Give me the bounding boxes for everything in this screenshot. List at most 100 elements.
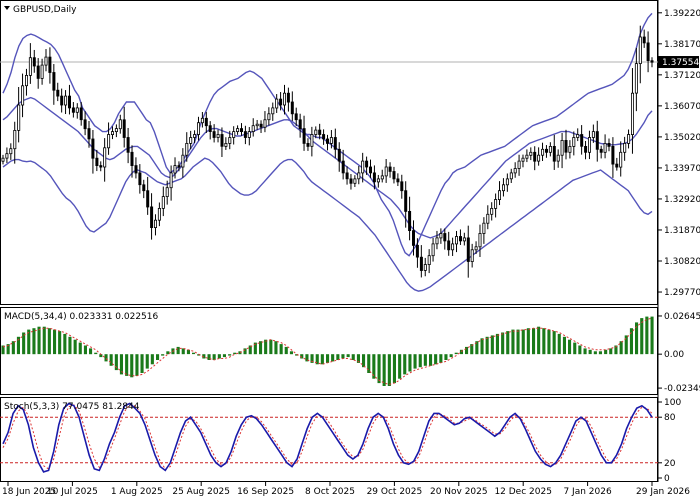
candle — [111, 126, 115, 140]
time-tick-label: 16 Sep 2025 — [237, 487, 294, 497]
price-tick-label: 1.39220 — [664, 9, 700, 19]
candle — [443, 228, 447, 250]
candle-body — [568, 145, 572, 153]
candle — [255, 119, 259, 130]
macd-bar — [284, 346, 288, 355]
candle — [306, 138, 310, 151]
candle — [623, 136, 627, 161]
macd-bar — [305, 354, 309, 362]
candle-body — [517, 160, 521, 169]
candle — [458, 229, 462, 245]
macd-bar — [145, 354, 149, 369]
candle-body — [631, 92, 635, 135]
macd-tick-label: -0.02349 — [664, 384, 700, 394]
macd-bar — [454, 352, 458, 355]
candle — [5, 147, 9, 163]
macd-bar — [47, 328, 51, 355]
candle-body — [87, 128, 91, 140]
candle-body — [200, 117, 204, 124]
candle-body — [173, 165, 177, 174]
candle-body — [380, 175, 384, 180]
candle-body — [548, 145, 552, 153]
macd-bar — [197, 354, 201, 356]
candle-body — [552, 145, 556, 162]
macd-bar — [434, 354, 438, 365]
macd-bar — [598, 351, 602, 355]
candle-body — [376, 178, 380, 183]
candle-body — [388, 166, 392, 172]
candle-body — [646, 42, 650, 62]
candle-body — [435, 237, 439, 245]
macd-bar — [640, 318, 644, 355]
candle-body — [21, 85, 25, 106]
candle — [638, 25, 642, 84]
candle-body — [36, 65, 40, 79]
price-axis-ticks: 1.39220 1.38170 1.37120 1.36070 1.35020 1.339… — [658, 9, 700, 298]
candle — [212, 124, 216, 143]
macd-bar — [645, 316, 649, 355]
candle-body — [232, 131, 236, 138]
candle-body — [537, 154, 541, 162]
macd-bar — [27, 329, 31, 355]
candle-body — [619, 151, 623, 168]
candle — [470, 243, 474, 268]
stoch-main-line — [2, 402, 653, 473]
macd-bar — [609, 348, 613, 355]
candle-body — [75, 107, 79, 113]
candle-body — [545, 148, 549, 153]
candle-body — [126, 137, 130, 153]
macd-bar — [58, 331, 62, 355]
candle-body — [212, 131, 216, 138]
candle — [634, 47, 638, 112]
time-tick-label: 29 Oct 2025 — [367, 487, 423, 497]
candle — [568, 140, 572, 159]
candle — [482, 217, 486, 244]
candle — [314, 126, 318, 139]
candle-body — [40, 64, 44, 79]
price-tick-label: 1.32920 — [664, 195, 700, 205]
candle-body — [513, 168, 517, 174]
time-tick-label: 12 Dec 2025 — [494, 487, 552, 497]
candle — [142, 179, 146, 199]
candle-body — [259, 123, 263, 128]
candle-body — [255, 123, 259, 127]
candle — [576, 128, 580, 142]
candle-body — [318, 129, 322, 135]
candle — [95, 149, 99, 172]
candle — [404, 181, 408, 228]
candle-body — [419, 256, 423, 271]
macd-bar — [547, 329, 551, 355]
macd-bar — [207, 354, 211, 360]
candle — [40, 58, 44, 85]
candle-body — [361, 160, 365, 174]
macd-bar — [130, 354, 134, 378]
candle-body — [306, 142, 310, 147]
candle — [533, 146, 537, 171]
candle — [603, 134, 607, 159]
candle — [267, 107, 271, 126]
macd-bar — [413, 354, 417, 369]
candle — [114, 124, 118, 138]
candle-body — [333, 137, 337, 150]
candle-body — [501, 184, 505, 192]
dropdown-triangle-icon — [4, 6, 10, 10]
price-tick-label: 1.37120 — [664, 71, 700, 81]
macd-bar — [176, 346, 180, 355]
candle-body — [454, 236, 458, 245]
candle-body — [572, 137, 576, 147]
macd-bar — [89, 348, 93, 355]
macd-bar — [228, 354, 232, 356]
time-tick-label: 29 Jan 2026 — [636, 487, 690, 497]
macd-bar — [192, 352, 196, 355]
candle — [24, 68, 28, 96]
candle — [157, 202, 161, 227]
candle-body — [243, 131, 247, 138]
candle-body — [314, 129, 318, 135]
candle-body — [353, 178, 357, 184]
candle — [228, 130, 232, 150]
candle-body — [541, 148, 545, 156]
candle-body — [9, 148, 13, 155]
candle — [294, 107, 298, 126]
macd-bar — [470, 344, 474, 355]
price-tick-label: 1.36070 — [664, 102, 700, 112]
